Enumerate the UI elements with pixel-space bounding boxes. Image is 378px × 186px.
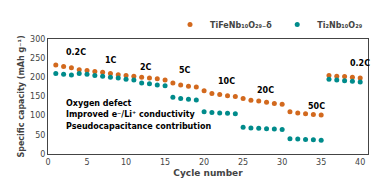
svg-text:Pseudocapacitance contribution: Pseudocapacitance contribution bbox=[66, 122, 211, 131]
svg-text:5C: 5C bbox=[179, 66, 191, 75]
svg-text:50: 50 bbox=[35, 131, 45, 140]
svg-text:150: 150 bbox=[30, 92, 45, 101]
svg-text:15: 15 bbox=[160, 158, 170, 167]
svg-text:100: 100 bbox=[30, 111, 45, 120]
svg-text:Oxygen defect: Oxygen defect bbox=[66, 99, 132, 108]
svg-text:1C: 1C bbox=[105, 56, 117, 65]
svg-text:10C: 10C bbox=[218, 77, 235, 86]
svg-text:250: 250 bbox=[30, 54, 45, 63]
svg-text:0: 0 bbox=[45, 158, 50, 167]
svg-text:Improved e⁻/Li⁺ conductivity: Improved e⁻/Li⁺ conductivity bbox=[66, 110, 195, 119]
svg-text:0.2C: 0.2C bbox=[66, 48, 86, 57]
svg-text:40: 40 bbox=[355, 158, 365, 167]
svg-text:30: 30 bbox=[277, 158, 287, 167]
svg-text:0: 0 bbox=[40, 150, 45, 159]
svg-text:TiFeNb₁₀O₂₉₋δ: TiFeNb₁₀O₂₉₋δ bbox=[210, 21, 272, 30]
svg-text:Cycle number: Cycle number bbox=[173, 168, 243, 178]
svg-text:10: 10 bbox=[121, 158, 131, 167]
svg-text:Ti₂Nb₁₀O₂₉: Ti₂Nb₁₀O₂₉ bbox=[317, 21, 362, 30]
svg-text:Specific capacity (mAh g⁻¹): Specific capacity (mAh g⁻¹) bbox=[17, 35, 26, 157]
svg-text:20C: 20C bbox=[257, 86, 274, 95]
svg-text:5: 5 bbox=[84, 158, 89, 167]
svg-text:0.2C: 0.2C bbox=[350, 59, 370, 68]
svg-text:50C: 50C bbox=[308, 102, 325, 111]
svg-text:200: 200 bbox=[30, 73, 45, 82]
svg-text:20: 20 bbox=[199, 158, 209, 167]
svg-text:300: 300 bbox=[30, 35, 45, 44]
svg-text:35: 35 bbox=[316, 158, 326, 167]
svg-text:25: 25 bbox=[238, 158, 248, 167]
svg-text:2C: 2C bbox=[140, 63, 152, 72]
